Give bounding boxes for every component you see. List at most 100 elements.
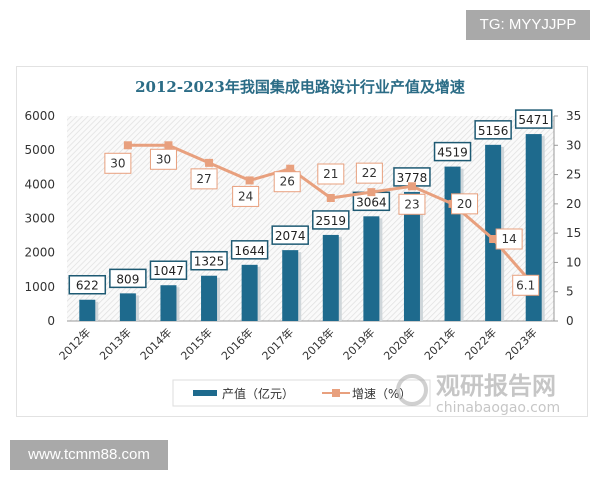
growth-label-box — [149, 148, 177, 170]
growth-data-label: 30 — [110, 156, 125, 170]
bar — [160, 285, 177, 321]
tg-badge: TG: MYYJJPP — [466, 10, 590, 40]
right-tick-label: 0 — [566, 314, 574, 328]
bar — [241, 264, 258, 321]
growth-data-label: 27 — [196, 172, 211, 186]
bar-label-box — [109, 268, 147, 289]
growth-label-box — [232, 185, 260, 207]
x-tick-label: 2019年 — [340, 325, 377, 362]
chart-title: 2012-2023年我国集成电路设计行业产值及增速 — [135, 78, 465, 96]
x-tick-label: 2014年 — [137, 325, 174, 362]
watermark-cn: 观研报告网 — [436, 372, 556, 400]
x-tick-label: 2023年 — [502, 325, 539, 362]
bar-label-box — [514, 109, 553, 129]
bar-data-label: 1047 — [153, 264, 184, 278]
left-tick-label: 6000 — [24, 109, 55, 123]
bar — [201, 275, 218, 321]
bar — [282, 250, 299, 321]
legend-bar-swatch — [193, 390, 217, 396]
watermark: 观研报告网 chinabaogao.com — [396, 372, 560, 416]
growth-data-label: 23 — [404, 197, 419, 211]
bar — [525, 134, 542, 321]
x-tick-label: 2018年 — [299, 325, 336, 362]
bar — [444, 166, 461, 321]
growth-marker — [286, 164, 295, 173]
growth-data-label: 6.1 — [516, 278, 535, 292]
growth-label-box — [398, 193, 426, 215]
growth-label-box — [495, 228, 523, 250]
left-tick-label: 2000 — [24, 246, 55, 260]
growth-marker — [489, 235, 498, 243]
left-tick-label: 1000 — [24, 280, 55, 294]
growth-label-box — [355, 162, 383, 184]
x-tick-label: 2017年 — [259, 325, 296, 362]
growth-data-label: 20 — [457, 197, 472, 211]
right-tick-label: 5 — [566, 285, 574, 299]
bar-data-label: 5471 — [518, 113, 549, 127]
bar-data-label: 1325 — [194, 255, 225, 269]
x-tick-label: 2013年 — [97, 325, 134, 362]
bar — [363, 216, 380, 321]
bar-data-label: 2074 — [275, 229, 306, 243]
bar-data-label: 2519 — [316, 214, 347, 228]
website-badge: www.tcmm88.com — [10, 440, 168, 470]
legend-bar-label: 产值（亿元） — [222, 386, 294, 401]
bar-data-label: 3778 — [397, 171, 428, 185]
growth-marker — [407, 182, 416, 191]
growth-data-label: 30 — [156, 152, 171, 166]
growth-marker — [326, 194, 335, 202]
watermark-en: chinabaogao.com — [436, 400, 560, 416]
bar-label-box — [271, 225, 309, 245]
growth-label-box — [512, 274, 540, 296]
x-tick-label: 2020年 — [381, 325, 418, 362]
growth-label-box — [190, 168, 218, 190]
left-tick-label: 3000 — [24, 212, 55, 226]
growth-data-label: 24 — [238, 189, 253, 203]
growth-data-label: 22 — [362, 166, 377, 180]
growth-label-box — [451, 193, 479, 215]
bar-label-box — [433, 141, 472, 162]
bar-label-box — [474, 120, 512, 140]
x-tick-label: 2021年 — [421, 325, 458, 362]
bar-label-box — [230, 240, 269, 260]
growth-data-label: 14 — [501, 232, 516, 246]
bar-data-label: 5156 — [478, 124, 509, 138]
left-tick-label: 0 — [47, 314, 55, 328]
left-tick-label: 5000 — [24, 143, 55, 157]
bar-label-box — [312, 210, 350, 230]
right-tick-label: 15 — [566, 226, 581, 240]
growth-label-box — [317, 163, 345, 185]
growth-data-label: 26 — [280, 175, 295, 189]
right-tick-label: 20 — [566, 197, 581, 211]
growth-marker — [367, 188, 376, 197]
bar-label-box — [190, 250, 228, 271]
bar-data-label: 4519 — [437, 146, 468, 160]
right-tick-label: 30 — [566, 138, 581, 152]
x-tick-label: 2012年 — [56, 325, 93, 362]
bar-data-label: 3064 — [356, 195, 387, 209]
bar-data-label: 622 — [76, 279, 99, 293]
bar — [403, 191, 420, 321]
x-tick-label: 2016年 — [218, 325, 255, 362]
plot-area — [67, 116, 554, 321]
growth-marker — [245, 176, 254, 185]
growth-marker — [123, 141, 132, 150]
bar — [119, 293, 136, 321]
bar-data-label: 1644 — [234, 244, 265, 258]
bar-label-box — [68, 274, 107, 295]
bar-data-label: 809 — [116, 272, 139, 286]
legend: 产值（亿元） 增速（%） — [172, 379, 431, 407]
growth-label-box — [273, 171, 301, 193]
bar-label-box — [149, 260, 188, 280]
bar — [485, 144, 502, 321]
right-tick-label: 35 — [566, 109, 581, 123]
x-tick-label: 2015年 — [178, 325, 215, 362]
left-tick-label: 4000 — [24, 177, 55, 191]
bar — [322, 234, 339, 321]
right-tick-label: 25 — [566, 168, 581, 182]
growth-label-box — [104, 152, 132, 174]
x-tick-label: 2022年 — [462, 325, 499, 362]
right-tick-label: 10 — [566, 255, 581, 269]
growth-marker — [205, 158, 214, 167]
